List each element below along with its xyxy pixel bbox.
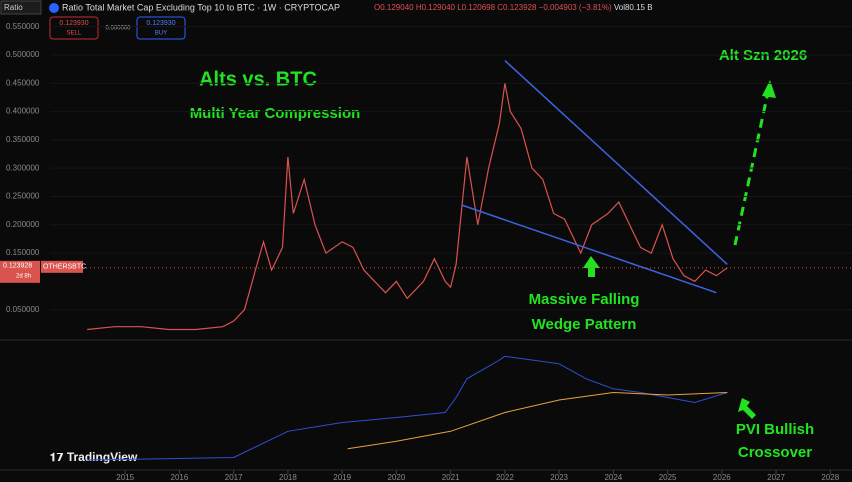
buy-label: BUY	[155, 31, 167, 37]
low: L0.120698	[457, 3, 495, 12]
symbol-tag	[41, 260, 83, 273]
close: C0.123928	[497, 3, 537, 12]
x-tick-label: 2022	[496, 473, 514, 482]
y-tick-label: 0.250000	[6, 192, 40, 201]
x-tick-label: 2027	[767, 473, 785, 482]
trendline	[504, 60, 728, 265]
y-tick-label: 0.400000	[6, 107, 40, 116]
y-tick-label: 0.500000	[6, 50, 40, 59]
buy-button[interactable]	[136, 16, 186, 40]
spread: 0.000000	[105, 26, 131, 32]
last-price-label: 0.123928	[3, 263, 32, 270]
x-tick-label: 2028	[821, 473, 839, 482]
symbol-box-label: Ratio	[4, 3, 23, 12]
y-tick-label: 0.150000	[6, 248, 40, 257]
annotation-subtitle: Multi Year Compression	[190, 105, 361, 122]
symbol-box[interactable]	[0, 0, 42, 15]
y-tick-label: 0.200000	[6, 220, 40, 229]
volume: Vol80.15 B	[614, 3, 653, 12]
pvi-arrow	[738, 398, 756, 419]
annotation-title: Alts vs. BTC	[199, 68, 317, 90]
annotation-wedge: Wedge Pattern	[532, 316, 637, 333]
symbol-tag-label: OTHERSBTC	[43, 264, 86, 271]
x-tick-label: 2018	[279, 473, 297, 482]
annotation-target: Alt Szn 2026	[719, 47, 807, 64]
x-tick-label: 2021	[442, 473, 460, 482]
y-tick-label: 0.350000	[6, 135, 40, 144]
buy-price: 0.123930	[146, 20, 175, 27]
x-tick-label: 2024	[604, 473, 622, 482]
annotation-pvi: PVI Bullish	[736, 421, 814, 438]
plot: 0.050000 0.150000 0.200000 0.250000 0.300000…	[0, 22, 852, 482]
countdown: 2d 8h	[16, 273, 31, 279]
last-price-tag	[0, 260, 40, 283]
change: −0.004903 (−3.81%)	[539, 3, 612, 12]
high: H0.129040	[416, 3, 456, 12]
x-tick-label: 2019	[333, 473, 351, 482]
annotation-wedge: Massive Falling	[529, 291, 640, 308]
y-tick-label: 0.450000	[6, 78, 40, 87]
sell-button[interactable]	[49, 16, 99, 40]
annotation-pvi: Crossover	[738, 444, 812, 461]
symbol-icon	[49, 3, 59, 13]
open: O0.129040	[374, 3, 414, 12]
sell-price: 0.123930	[59, 20, 88, 27]
ohlc: O0.129040 H0.129040 L0.120698 C0.123928 …	[374, 3, 653, 12]
target-arrowhead	[762, 80, 776, 98]
x-tick-label: 2017	[225, 473, 243, 482]
x-tick-label: 2023	[550, 473, 568, 482]
brand-text: TradingView	[67, 450, 138, 464]
indicator-line	[347, 391, 728, 450]
brand-logo: 𝟏𝟳	[50, 452, 67, 464]
sell-label: SELL	[67, 31, 82, 37]
x-tick-label: 2025	[659, 473, 677, 482]
y-tick-label: 0.300000	[6, 163, 40, 172]
y-tick-label: 0.050000	[6, 305, 40, 314]
indicator-line	[87, 355, 728, 461]
price-line	[87, 83, 728, 331]
x-tick-label: 2020	[387, 473, 405, 482]
wedge-arrow	[583, 256, 600, 277]
x-tick-label: 2015	[116, 473, 134, 482]
brand: 𝟏𝟳 TradingView	[50, 450, 138, 464]
x-tick-label: 2026	[713, 473, 731, 482]
chart-title: Ratio Total Market Cap Excluding Top 10 …	[62, 2, 340, 12]
x-tick-label: 2016	[171, 473, 189, 482]
trendline	[461, 204, 717, 294]
y-tick-label: 0.550000	[6, 22, 40, 31]
